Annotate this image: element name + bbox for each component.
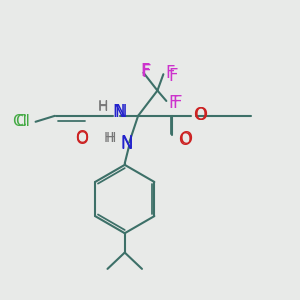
Text: F: F — [142, 63, 151, 81]
Text: O: O — [193, 106, 206, 124]
Text: F: F — [166, 64, 175, 82]
Text: Cl: Cl — [15, 114, 30, 129]
Text: H: H — [105, 130, 116, 145]
Text: O: O — [179, 130, 192, 148]
Text: H: H — [98, 100, 108, 114]
Text: O: O — [178, 130, 192, 148]
Text: F: F — [140, 62, 150, 80]
Text: N: N — [120, 135, 133, 153]
Text: O: O — [75, 130, 88, 148]
Text: F: F — [172, 94, 182, 112]
Text: N: N — [112, 103, 124, 121]
Text: F: F — [169, 67, 178, 85]
Text: H: H — [103, 131, 114, 145]
Text: H: H — [98, 99, 108, 113]
Text: N: N — [114, 103, 127, 121]
Text: Cl: Cl — [12, 114, 27, 129]
Text: N: N — [120, 134, 133, 152]
Text: O: O — [194, 106, 207, 124]
Text: F: F — [168, 94, 178, 112]
Text: O: O — [75, 129, 88, 147]
